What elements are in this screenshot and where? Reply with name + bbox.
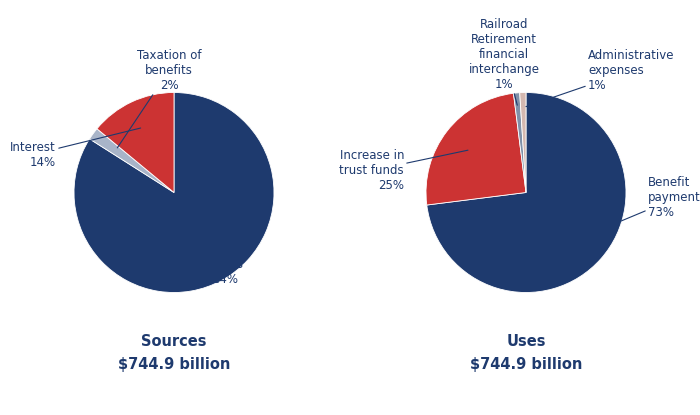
Wedge shape	[426, 93, 526, 205]
Text: Sources: Sources	[141, 334, 206, 349]
Wedge shape	[427, 93, 626, 293]
Wedge shape	[97, 93, 174, 193]
Text: $744.9 billion: $744.9 billion	[470, 357, 582, 373]
Wedge shape	[90, 129, 174, 193]
Wedge shape	[74, 93, 274, 293]
Text: Increase in
trust funds
25%: Increase in trust funds 25%	[340, 149, 468, 192]
Text: Railroad
Retirement
financial
interchange
1%: Railroad Retirement financial interchang…	[468, 18, 540, 105]
Wedge shape	[514, 93, 526, 193]
Text: $744.9 billion: $744.9 billion	[118, 357, 230, 373]
Text: Taxation of
benefits
2%: Taxation of benefits 2%	[118, 49, 202, 148]
Text: Interest
14%: Interest 14%	[10, 128, 141, 168]
Text: Uses: Uses	[506, 334, 546, 349]
Text: Payroll
taxes
84%: Payroll taxes 84%	[203, 242, 251, 286]
Text: Administrative
expenses
1%: Administrative expenses 1%	[526, 49, 675, 107]
Text: Benefit
payments
73%: Benefit payments 73%	[581, 176, 700, 238]
Wedge shape	[519, 93, 526, 193]
